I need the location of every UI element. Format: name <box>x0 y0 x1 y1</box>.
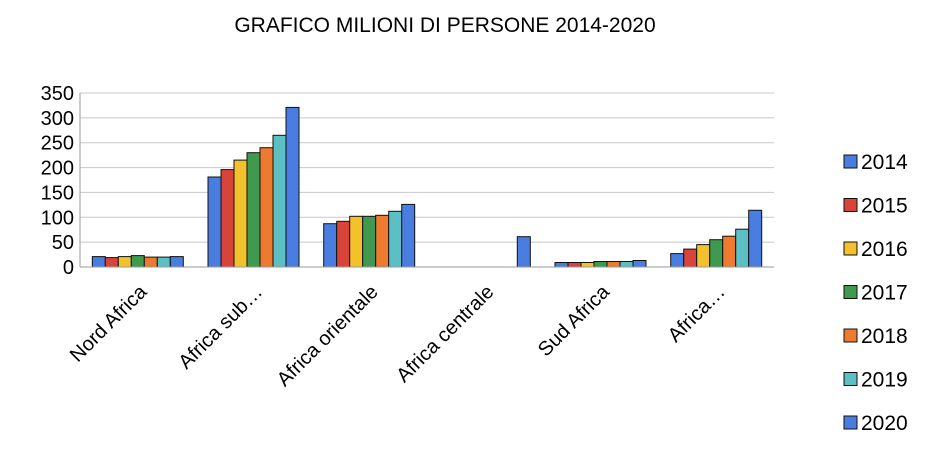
legend-label: 2019 <box>861 369 908 392</box>
bar-2020-2 <box>401 203 416 268</box>
bar-2020-0 <box>169 256 184 268</box>
bar-2020-4 <box>632 260 647 268</box>
bar-2015-0 <box>104 257 119 268</box>
bar-2019-2 <box>388 210 403 268</box>
legend-swatch-2016 <box>843 241 858 256</box>
bar-2015-5 <box>683 248 698 268</box>
bar-2016-5 <box>696 244 711 268</box>
category-labels: Nord Africa Africa sub… Africa orientale Af… <box>66 280 730 391</box>
bar-2014-5 <box>670 253 685 268</box>
bar-2014-1 <box>207 176 222 268</box>
legend-label: 2015 <box>861 195 908 218</box>
bar-2017-0 <box>130 255 145 268</box>
legend-label: 2018 <box>861 325 908 348</box>
bar-2016-2 <box>349 215 364 268</box>
bar-2020-3 <box>516 236 531 268</box>
category-label: Africa… <box>664 281 730 347</box>
y-tick-label: 0 <box>63 257 74 279</box>
category-label: Africa orientale <box>273 281 383 391</box>
category-label: Sud Africa <box>534 280 615 361</box>
legend-label: 2014 <box>861 151 908 174</box>
category-label: Nord Africa <box>66 280 152 366</box>
bar-2016-4 <box>580 262 595 268</box>
bar-2015-4 <box>567 262 582 268</box>
bar-2018-4 <box>606 261 621 268</box>
bar-2018-2 <box>375 214 390 268</box>
bar-2020-5 <box>748 209 763 268</box>
bar-2018-0 <box>143 256 158 268</box>
y-tick-label: 250 <box>41 133 74 155</box>
category-label: Africa centrale <box>392 281 498 387</box>
y-tick-label: 300 <box>41 108 74 130</box>
bar-2019-5 <box>735 228 750 268</box>
bar-2014-4 <box>554 262 569 268</box>
legend-label: 2017 <box>861 282 908 305</box>
legend-swatch-2015 <box>843 198 858 212</box>
bar-2017-5 <box>709 239 724 268</box>
bar-2019-4 <box>619 261 634 268</box>
bar-2016-0 <box>117 256 132 268</box>
legend: 2014 2015 2016 2017 2018 2019 2020 <box>843 151 908 435</box>
chart-title: GRAFICO MILIONI DI PERSONE 2014-2020 <box>234 14 656 37</box>
y-tick-label: 150 <box>41 182 74 204</box>
bar-2020-1 <box>285 106 300 268</box>
bar-2017-2 <box>362 215 377 268</box>
bar-2015-1 <box>220 169 235 268</box>
bar-2017-1 <box>246 152 261 268</box>
bar-2018-5 <box>722 235 737 268</box>
y-tick-label: 200 <box>41 158 74 180</box>
axes <box>79 93 774 268</box>
legend-label: 2016 <box>861 238 908 261</box>
y-tick-label: 350 <box>41 83 74 105</box>
bar-2015-2 <box>336 220 351 268</box>
legend-swatch-2017 <box>843 285 858 299</box>
y-tick-label: 50 <box>52 232 74 254</box>
bar-2017-4 <box>593 261 608 268</box>
bar-2019-1 <box>272 134 287 268</box>
legend-label: 2020 <box>861 412 908 435</box>
bar-2019-0 <box>156 256 171 268</box>
bar-2018-1 <box>259 147 274 268</box>
legend-swatch-2014 <box>843 154 858 169</box>
category-label: Africa sub… <box>174 281 267 374</box>
y-tick-label: 100 <box>41 207 74 229</box>
legend-swatch-2019 <box>843 372 858 386</box>
gridlines <box>80 92 774 268</box>
legend-swatch-2018 <box>843 328 858 343</box>
bar-2016-1 <box>233 159 248 268</box>
bar-2014-0 <box>91 256 106 268</box>
legend-swatch-2020 <box>843 415 858 430</box>
bars <box>91 106 763 268</box>
bar-2014-2 <box>323 223 338 268</box>
